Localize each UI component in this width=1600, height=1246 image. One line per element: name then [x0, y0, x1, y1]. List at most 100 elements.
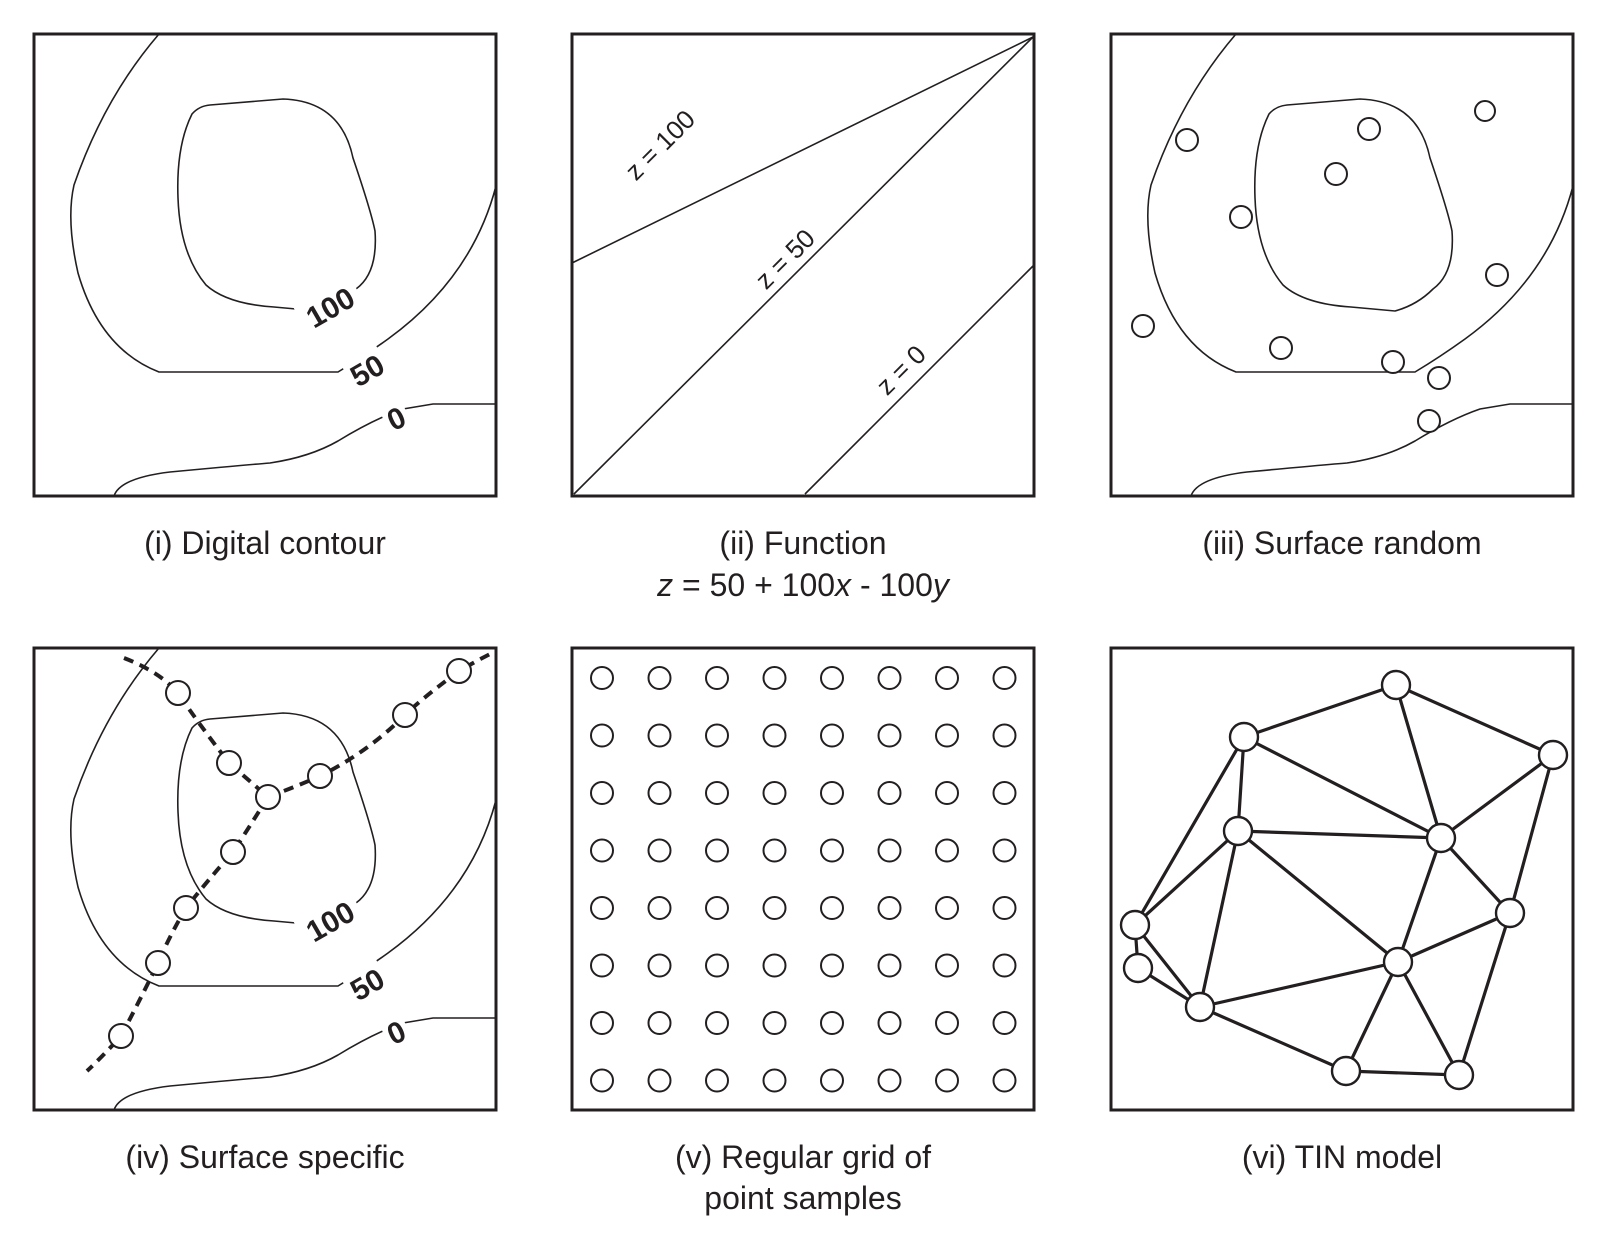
tin-edge: [1236, 735, 1246, 833]
grid-sample-point: [877, 666, 902, 690]
grid-sample-point: [705, 1068, 729, 1093]
grid-sample-point: [820, 723, 844, 748]
contour-line-50: [70, 33, 497, 373]
tin-edge: [1236, 829, 1443, 840]
grid-sample-point: [705, 838, 729, 863]
formula-y: y: [931, 567, 951, 603]
grid-sample-point: [935, 1068, 959, 1093]
tin-edge: [1133, 829, 1240, 927]
tin-vertex: [1330, 1055, 1362, 1087]
sample-point: [1485, 263, 1509, 287]
tin-vertex: [1537, 739, 1569, 771]
grid-sample-point: [705, 1011, 729, 1035]
tin-vertex: [1382, 946, 1414, 978]
grid-sample-point: [935, 896, 959, 920]
tin-vertex: [1222, 815, 1254, 847]
sample-point: [392, 702, 418, 728]
contour-line-100: [1253, 98, 1454, 312]
formula-x: x: [833, 567, 852, 603]
grid-sample-point: [590, 896, 614, 920]
grid-sample-point: [590, 1011, 614, 1035]
grid-sample-point: [647, 1068, 672, 1093]
grid-sample-point: [647, 838, 672, 863]
sample-point: [1269, 336, 1293, 360]
tin-vertex: [1184, 991, 1216, 1023]
grid-sample-point: [820, 666, 844, 690]
grid-sample-point: [647, 953, 672, 978]
sample-point: [255, 784, 281, 810]
tin-edge: [1396, 911, 1512, 964]
grid-sample-point: [935, 723, 959, 748]
ridge-line-left: [123, 656, 270, 799]
random-sample-points: [1131, 100, 1509, 433]
tin-edge: [1439, 753, 1555, 840]
tin-vertex: [1119, 909, 1151, 941]
grid-sample-point: [820, 896, 844, 920]
tin-edge: [1198, 1005, 1348, 1073]
formula-part-2: - 100: [851, 567, 933, 603]
grid-sample-point: [935, 781, 959, 805]
tin-edge: [1242, 735, 1443, 840]
sample-point: [216, 750, 242, 776]
caption-ii: (ii) Function: [719, 525, 886, 561]
grid-sample-point: [590, 953, 614, 978]
tin-vertex: [1380, 669, 1412, 701]
sample-point: [145, 950, 171, 976]
grid-sample-point: [992, 953, 1017, 978]
sample-point: [1131, 314, 1155, 338]
sample-point: [220, 839, 246, 865]
grid-sample-point: [705, 953, 729, 978]
grid-sample-point: [590, 781, 614, 805]
tin-edge: [1198, 829, 1240, 1009]
sample-point: [1229, 205, 1253, 229]
panel-frame: [32, 32, 498, 498]
grid-sample-point: [820, 953, 844, 978]
function-line-50: [573, 36, 1034, 495]
grid-sample-point: [705, 781, 729, 805]
grid-sample-point: [992, 666, 1017, 690]
grid-sample-point: [992, 723, 1017, 748]
panel-function: z = 100 z = 50 z = 0 (ii) Function z = 5…: [570, 32, 1036, 603]
sample-point: [108, 1023, 134, 1049]
grid-sample-point: [705, 896, 729, 920]
caption-i: (i) Digital contour: [144, 525, 386, 561]
function-formula: z = 50 + 100x - 100y: [656, 567, 951, 603]
grid-sample-point: [820, 838, 844, 863]
panel-regular-grid: (v) Regular grid of point samples: [570, 646, 1036, 1216]
panel-surface-random: (iii) Surface random: [1109, 32, 1575, 561]
grid-sample-point: [992, 838, 1017, 863]
sample-point: [1357, 117, 1381, 141]
grid-sample-point: [705, 666, 729, 690]
grid-sample-point: [762, 896, 787, 920]
sample-point: [165, 680, 191, 706]
panel-digital-contour: 100 50 0 (i) Digital contour: [32, 32, 498, 561]
tin-edge: [1242, 683, 1398, 739]
panel-frame: [1109, 32, 1575, 498]
contour-line-0: [1190, 403, 1573, 497]
caption-vi: (vi) TIN model: [1242, 1139, 1442, 1175]
panel-frame: [32, 646, 498, 1112]
grid-sample-point: [820, 1068, 844, 1093]
grid-sample-point: [762, 1068, 787, 1093]
grid-sample-point: [647, 666, 672, 690]
tin-edge: [1394, 683, 1555, 757]
grid-sample-point: [820, 781, 844, 805]
tin-vertex: [1425, 822, 1457, 854]
tin-edge: [1198, 960, 1400, 1009]
grid-sample-point: [590, 838, 614, 863]
tin-edge: [1396, 836, 1443, 964]
contour-line-0: [113, 403, 496, 497]
tin-edge: [1236, 829, 1400, 964]
sample-point: [1324, 162, 1348, 186]
grid-sample-points: [590, 666, 1017, 1093]
formula-z: z: [656, 567, 673, 603]
tin-vertex: [1122, 952, 1154, 984]
panel-surface-specific: 100 50 0 (iv) Surface specific: [32, 646, 498, 1175]
sample-point: [446, 658, 472, 684]
grid-sample-point: [935, 838, 959, 863]
grid-sample-point: [877, 1068, 902, 1093]
grid-sample-point: [877, 781, 902, 805]
grid-sample-point: [877, 896, 902, 920]
grid-sample-point: [590, 666, 614, 690]
